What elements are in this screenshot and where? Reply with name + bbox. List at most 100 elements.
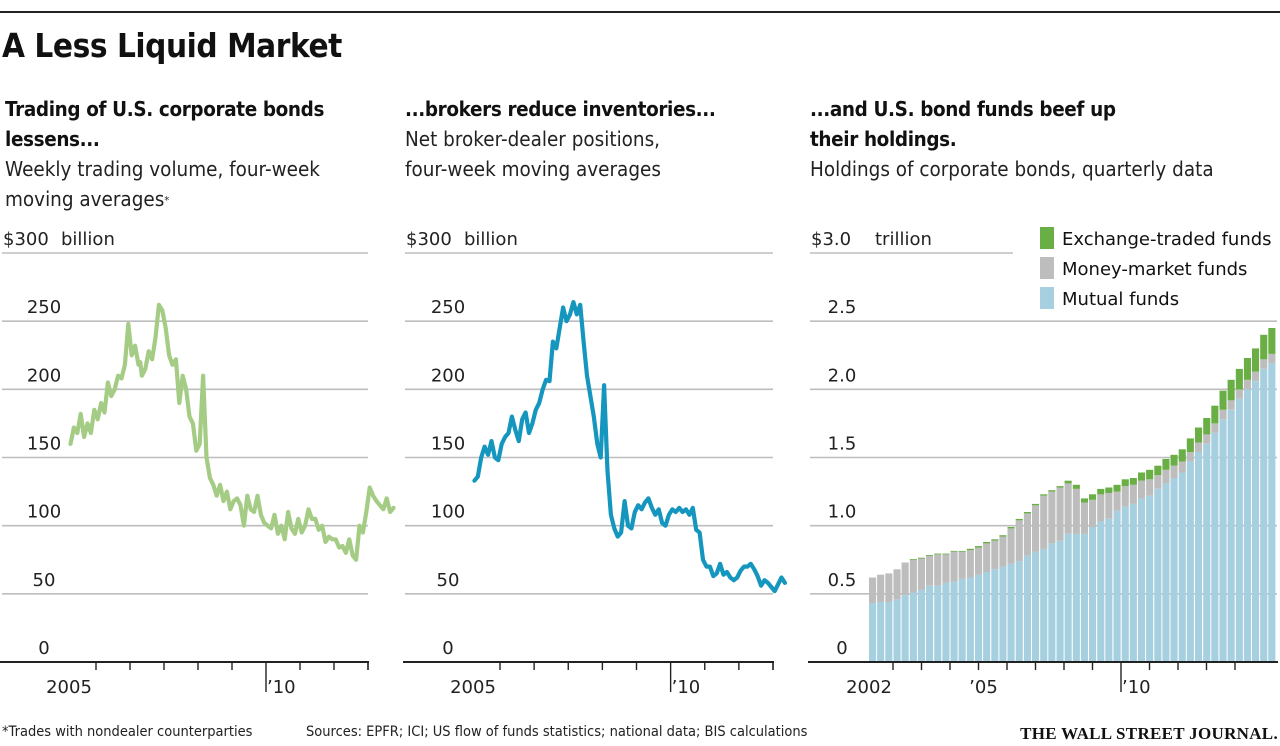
panel-1-header: Trading of U.S. corporate bonds lessens.… [5, 94, 405, 214]
y-tick-label: 2.5 [828, 297, 857, 318]
bar-segment-mutual-funds [1080, 533, 1088, 662]
x-tick-label: ’10 [267, 677, 296, 698]
bar-segment-mutual-funds [1138, 498, 1146, 662]
bar-segment-exchange-traded-funds [1138, 472, 1146, 481]
bar-segment-mutual-funds [1113, 510, 1121, 662]
bar-segment-mutual-funds [934, 585, 942, 662]
chart-3 [808, 227, 1278, 692]
bar-segment-exchange-traded-funds [1219, 390, 1227, 410]
bar-segment-exchange-traded-funds [1121, 479, 1129, 487]
bar-segment-money-market-funds [1064, 483, 1072, 534]
bar-segment-mutual-funds [1015, 561, 1023, 662]
bar-segment-exchange-traded-funds [1056, 486, 1064, 488]
x-tick-label: 2005 [46, 677, 92, 698]
bar-segment-exchange-traded-funds [1154, 465, 1162, 476]
x-tick-label: ’10 [1122, 677, 1151, 698]
bar-segment-money-market-funds [1121, 486, 1129, 507]
bar-segment-exchange-traded-funds [1260, 334, 1268, 360]
bar-segment-exchange-traded-funds [958, 550, 966, 552]
legend-swatch [1040, 227, 1054, 249]
bar-segment-money-market-funds [1007, 528, 1015, 564]
bar-segment-money-market-funds [991, 540, 999, 570]
legend-swatch [1040, 287, 1054, 309]
bar-segment-exchange-traded-funds [983, 542, 991, 544]
legend-label: Exchange-traded funds [1062, 229, 1272, 250]
legend-swatch [1040, 257, 1054, 279]
y-tick-label: 250 [431, 297, 465, 318]
bar-segment-money-market-funds [958, 551, 966, 579]
y-tick-label: 100 [27, 502, 61, 523]
y-tick-label: 50 [437, 570, 460, 591]
panel-1-subtitle-text: moving averages [5, 187, 165, 211]
bar-segment-money-market-funds [877, 574, 885, 602]
bar-segment-mutual-funds [1170, 477, 1178, 662]
bar-segment-exchange-traded-funds [934, 553, 942, 555]
bar-segment-money-market-funds [1129, 484, 1137, 504]
y-tick-label: 1.5 [828, 434, 857, 455]
bar-segment-exchange-traded-funds [1178, 449, 1186, 462]
bar-segment-money-market-funds [983, 543, 991, 572]
bar-segment-mutual-funds [958, 578, 966, 662]
bar-segment-money-market-funds [975, 547, 983, 575]
bar-segment-mutual-funds [1064, 533, 1072, 662]
bar-segment-money-market-funds [901, 562, 909, 596]
y-tick-label: 50 [33, 570, 56, 591]
bar-segment-exchange-traded-funds [1113, 484, 1121, 492]
bar-segment-mutual-funds [1227, 409, 1235, 662]
bar-segment-mutual-funds [975, 574, 983, 662]
y-tick-label: 0.5 [828, 570, 857, 591]
bar-segment-exchange-traded-funds [991, 539, 999, 541]
bar-segment-exchange-traded-funds [1170, 454, 1178, 466]
series-line [68, 302, 396, 562]
bar-segment-money-market-funds [1032, 505, 1040, 552]
top-rule [0, 11, 1280, 13]
bar-segment-mutual-funds [1023, 555, 1031, 662]
bar-segment-exchange-traded-funds [1080, 498, 1088, 503]
bar-segment-money-market-funds [1154, 475, 1162, 489]
bar-segment-money-market-funds [1097, 494, 1105, 522]
bar-segment-mutual-funds [1219, 419, 1227, 662]
legend-label: Money-market funds [1062, 259, 1247, 280]
bar-segment-money-market-funds [1186, 452, 1194, 462]
bar-segment-money-market-funds [1072, 488, 1080, 534]
bar-segment-exchange-traded-funds [1243, 358, 1251, 380]
bar-segment-mutual-funds [991, 569, 999, 662]
bar-segment-money-market-funds [1227, 400, 1235, 410]
bar-segment-exchange-traded-funds [1048, 490, 1056, 492]
y-axis-unit: billion [61, 229, 115, 250]
bar-segment-money-market-funds [1040, 495, 1048, 549]
bar-segment-exchange-traded-funds [1007, 527, 1015, 529]
bar-segment-mutual-funds [1154, 488, 1162, 662]
bar-segment-exchange-traded-funds [975, 546, 983, 548]
bar-segment-money-market-funds [1268, 353, 1276, 364]
y-tick-label: 0 [38, 638, 49, 659]
bar-segment-money-market-funds [885, 573, 893, 602]
panel-2-header: ...brokers reduce inventories... Net bro… [405, 94, 805, 184]
panel-2-heading: ...brokers reduce inventories... [405, 97, 716, 121]
x-tick-label: 2002 [846, 677, 892, 698]
panel-3-heading-line-1: ...and U.S. bond funds beef up [810, 97, 1116, 121]
bar-segment-mutual-funds [1007, 563, 1015, 662]
panel-2-subtitle-line-2: four-week moving averages [405, 157, 661, 181]
bar-segment-money-market-funds [1023, 513, 1031, 556]
bar-segment-money-market-funds [1235, 389, 1243, 399]
bar-segment-mutual-funds [1056, 540, 1064, 662]
bar-segment-exchange-traded-funds [1032, 503, 1040, 506]
y-tick-label: $300 [406, 229, 452, 250]
panel-3-heading-line-2: their holdings. [810, 127, 957, 151]
bar-segment-money-market-funds [1195, 442, 1203, 452]
sources: Sources: EPFR; ICI; US flow of funds sta… [306, 724, 808, 740]
bar-segment-exchange-traded-funds [917, 557, 925, 559]
bar-segment-mutual-funds [1040, 548, 1048, 662]
bar-segment-exchange-traded-funds [1227, 379, 1235, 401]
bar-segment-exchange-traded-funds [1195, 427, 1203, 443]
bar-segment-exchange-traded-funds [1268, 328, 1276, 354]
bar-segment-mutual-funds [1162, 483, 1170, 662]
bar-segment-exchange-traded-funds [1105, 487, 1113, 493]
bar-segment-money-market-funds [1056, 487, 1064, 541]
bar-segment-exchange-traded-funds [1089, 494, 1097, 500]
y-tick-label: 250 [27, 297, 61, 318]
panel-1-subtitle-line-2: moving averages* [5, 184, 373, 214]
bar-segment-exchange-traded-funds [1023, 512, 1031, 514]
bar-segment-mutual-funds [950, 581, 958, 662]
